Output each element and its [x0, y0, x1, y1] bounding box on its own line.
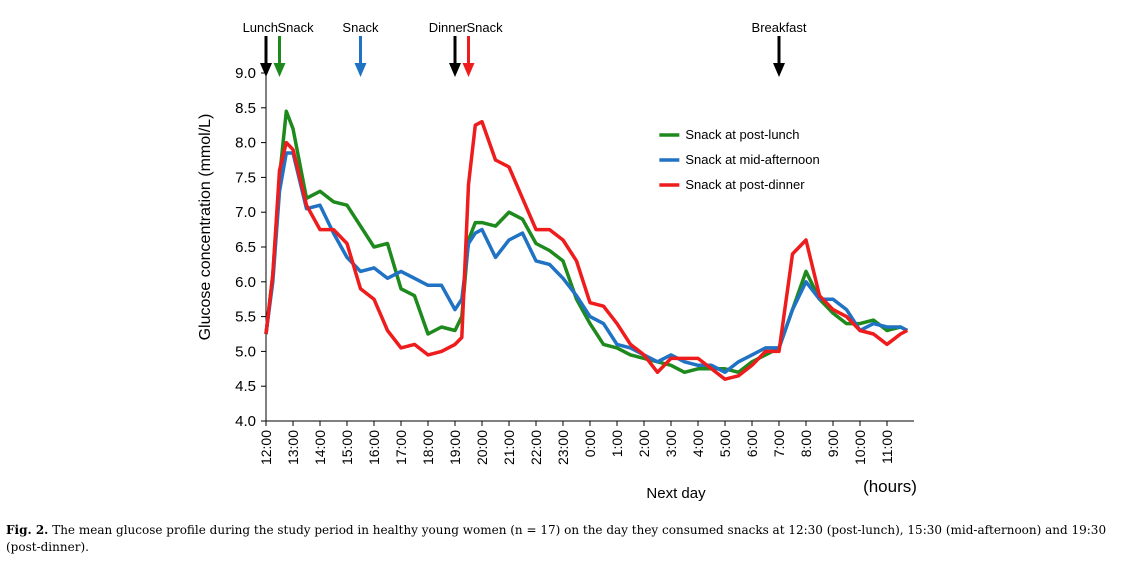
y-tick-label: 6.0: [235, 274, 256, 291]
x-tick-label: 15:00: [339, 430, 355, 465]
y-tick-label: 9.0: [235, 65, 256, 82]
annotation-label: Lunch: [243, 20, 278, 35]
y-tick-label: 7.0: [235, 204, 256, 221]
y-tick-label: 4.0: [235, 413, 256, 430]
annotation-label: Snack: [278, 20, 315, 35]
legend-label: Snack at mid-afternoon: [685, 152, 819, 167]
x-tick-label: 17:00: [393, 430, 409, 465]
x-tick-label: 10:00: [852, 430, 868, 465]
legend-label: Snack at post-dinner: [685, 177, 805, 192]
x-tick-label: 18:00: [420, 430, 436, 465]
annotation-arrowhead: [449, 63, 461, 77]
series-line: [264, 119, 909, 381]
x-tick-label: 13:00: [285, 430, 301, 465]
x-tick-label: 12:00: [258, 430, 274, 465]
x-tick-label: 5:00: [717, 430, 733, 457]
annotation-arrowhead: [462, 63, 475, 77]
x-tick-label: 6:00: [744, 430, 760, 457]
y-tick-label: 5.0: [235, 343, 256, 360]
chart: Glucose concentration (mmol/L) Next day …: [197, 20, 917, 502]
x-axis-label: Next day: [646, 485, 706, 502]
caption-label: Fig. 2.: [6, 523, 49, 537]
x-tick-label: 1:00: [609, 430, 625, 457]
x-tick-label: 7:00: [771, 430, 787, 457]
y-tick-label: 4.5: [235, 378, 256, 395]
y-tick-label: 8.5: [235, 100, 256, 117]
annotation-arrowhead: [354, 63, 367, 77]
y-tick-label: 8.0: [235, 135, 256, 152]
x-tick-label: 2:00: [636, 430, 652, 457]
x-tick-label: 16:00: [366, 430, 382, 465]
annotation-arrowhead: [773, 63, 785, 77]
y-tick-label: 6.5: [235, 239, 256, 256]
x-tick-label: 9:00: [825, 430, 841, 457]
x-tick-label: 4:00: [690, 430, 706, 457]
annotation-arrowhead: [260, 63, 272, 77]
x-axis-unit: (hours): [863, 477, 917, 496]
caption: Fig. 2. The mean glucose profile during …: [6, 522, 1126, 556]
series-line: [264, 109, 909, 375]
annotation-arrowhead: [273, 63, 286, 77]
x-tick-label: 14:00: [312, 430, 328, 465]
annotation-label: Snack: [467, 20, 504, 35]
x-tick-label: 0:00: [582, 430, 598, 457]
y-axis-label: Glucose concentration (mmol/L): [197, 114, 214, 341]
y-tick-label: 7.5: [235, 169, 256, 186]
x-tick-label: 11:00: [879, 430, 895, 464]
annotation-label: Breakfast: [752, 20, 807, 35]
x-tick-label: 21:00: [501, 430, 517, 465]
annotation-label: Snack: [342, 20, 379, 35]
x-tick-label: 22:00: [528, 430, 544, 465]
x-tick-label: 23:00: [555, 430, 571, 465]
x-tick-label: 19:00: [447, 430, 463, 465]
legend-label: Snack at post-lunch: [685, 127, 799, 142]
x-tick-label: 20:00: [474, 430, 490, 465]
series-line: [264, 151, 909, 375]
caption-text: The mean glucose profile during the stud…: [6, 523, 1107, 554]
y-tick-label: 5.5: [235, 309, 256, 326]
x-tick-label: 8:00: [798, 430, 814, 457]
x-tick-label: 3:00: [663, 430, 679, 457]
annotation-label: Dinner: [429, 20, 468, 35]
